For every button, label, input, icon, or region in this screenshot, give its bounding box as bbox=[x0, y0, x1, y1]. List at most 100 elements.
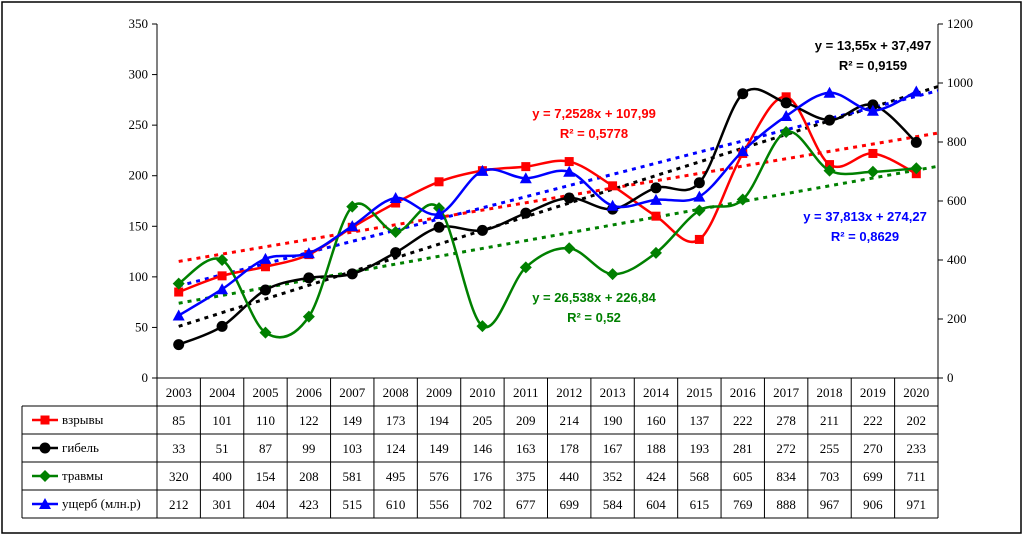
data-point bbox=[910, 162, 923, 175]
table-value: 212 bbox=[169, 497, 189, 512]
table-value: 581 bbox=[343, 469, 363, 484]
data-point bbox=[910, 136, 922, 148]
left-tick-label: 0 bbox=[142, 370, 149, 385]
table-value: 255 bbox=[820, 441, 840, 456]
table-value: 270 bbox=[863, 441, 883, 456]
table-value: 99 bbox=[302, 441, 315, 456]
data-point bbox=[563, 192, 575, 204]
data-point bbox=[476, 320, 489, 333]
x-tick-label: 2007 bbox=[339, 385, 366, 400]
trendline-взрывы bbox=[178, 131, 939, 263]
table-value: 101 bbox=[212, 413, 232, 428]
data-point bbox=[866, 104, 879, 116]
table-value: 515 bbox=[343, 497, 363, 512]
table-value: 404 bbox=[256, 497, 276, 512]
x-tick-label: 2019 bbox=[860, 385, 886, 400]
left-tick-label: 100 bbox=[129, 269, 149, 284]
table-value: 163 bbox=[516, 441, 536, 456]
trendline-травмы bbox=[178, 164, 939, 305]
table-value: 702 bbox=[473, 497, 493, 512]
data-point bbox=[825, 160, 835, 170]
data-point bbox=[693, 204, 706, 217]
trendline-гибель bbox=[178, 85, 939, 328]
data-point bbox=[563, 165, 576, 177]
table-value: 205 bbox=[473, 413, 493, 428]
table-value: 320 bbox=[169, 469, 189, 484]
legend-label: травмы bbox=[62, 468, 103, 483]
data-point bbox=[737, 88, 749, 100]
data-point bbox=[217, 271, 227, 281]
data-point bbox=[563, 242, 576, 255]
data-point bbox=[693, 190, 706, 202]
data-point bbox=[476, 164, 489, 176]
table-value: 188 bbox=[646, 441, 666, 456]
x-tick-label: 2015 bbox=[686, 385, 712, 400]
table-value: 301 bbox=[212, 497, 232, 512]
data-point bbox=[302, 310, 315, 323]
legend-label: ущерб (млн.р) bbox=[62, 496, 141, 511]
data-point bbox=[780, 125, 793, 138]
table-value: 176 bbox=[473, 469, 493, 484]
data-point bbox=[519, 172, 532, 184]
table-value: 51 bbox=[216, 441, 229, 456]
data-point bbox=[390, 247, 402, 259]
table-value: 149 bbox=[343, 413, 363, 428]
legend-marker bbox=[39, 498, 51, 509]
right-tick-label: 0 bbox=[947, 370, 954, 385]
right-tick-label: 400 bbox=[947, 252, 967, 267]
trendline-r-squared: R² = 0,52 bbox=[567, 310, 621, 325]
data-point bbox=[651, 211, 661, 221]
table-value: 103 bbox=[343, 441, 363, 456]
table-value: 202 bbox=[907, 413, 927, 428]
data-point bbox=[174, 287, 184, 297]
data-point bbox=[346, 200, 359, 213]
trendline-r-squared: R² = 0,9159 bbox=[839, 58, 907, 73]
data-point bbox=[389, 192, 402, 204]
table-value: 711 bbox=[907, 469, 926, 484]
table-value: 281 bbox=[733, 441, 753, 456]
x-tick-label: 2010 bbox=[469, 385, 495, 400]
right-tick-label: 800 bbox=[947, 134, 967, 149]
right-tick-label: 1200 bbox=[947, 16, 973, 31]
data-point bbox=[866, 165, 879, 178]
x-tick-label: 2012 bbox=[556, 385, 582, 400]
table-value: 208 bbox=[299, 469, 319, 484]
data-point bbox=[824, 114, 836, 126]
right-tick-label: 1000 bbox=[947, 75, 973, 90]
table-value: 400 bbox=[212, 469, 232, 484]
table-value: 584 bbox=[603, 497, 623, 512]
data-point bbox=[606, 268, 619, 281]
table-value: 222 bbox=[863, 413, 883, 428]
table-value: 677 bbox=[516, 497, 536, 512]
table-value: 173 bbox=[386, 413, 406, 428]
data-point bbox=[736, 145, 749, 157]
table-value: 154 bbox=[256, 469, 276, 484]
table-value: 352 bbox=[603, 469, 623, 484]
table-value: 190 bbox=[603, 413, 623, 428]
table-value: 769 bbox=[733, 497, 753, 512]
table-value: 888 bbox=[776, 497, 796, 512]
data-point bbox=[259, 284, 271, 296]
legend-label: гибель bbox=[62, 440, 99, 455]
x-tick-label: 2006 bbox=[296, 385, 323, 400]
x-tick-label: 2017 bbox=[773, 385, 800, 400]
trendline-equation: y = 37,813x + 274,27 bbox=[803, 209, 927, 224]
legend-marker bbox=[39, 470, 51, 482]
table-value: 211 bbox=[820, 413, 839, 428]
x-tick-label: 2005 bbox=[252, 385, 278, 400]
left-tick-label: 150 bbox=[129, 218, 149, 233]
x-tick-label: 2008 bbox=[383, 385, 409, 400]
table-value: 233 bbox=[907, 441, 927, 456]
data-point bbox=[650, 182, 662, 194]
series-line bbox=[178, 95, 917, 294]
table-value: 167 bbox=[603, 441, 623, 456]
data-point bbox=[780, 110, 793, 122]
table-value: 834 bbox=[776, 469, 796, 484]
data-point bbox=[433, 207, 446, 219]
table-value: 971 bbox=[907, 497, 927, 512]
table-value: 85 bbox=[172, 413, 185, 428]
data-point bbox=[520, 207, 532, 219]
